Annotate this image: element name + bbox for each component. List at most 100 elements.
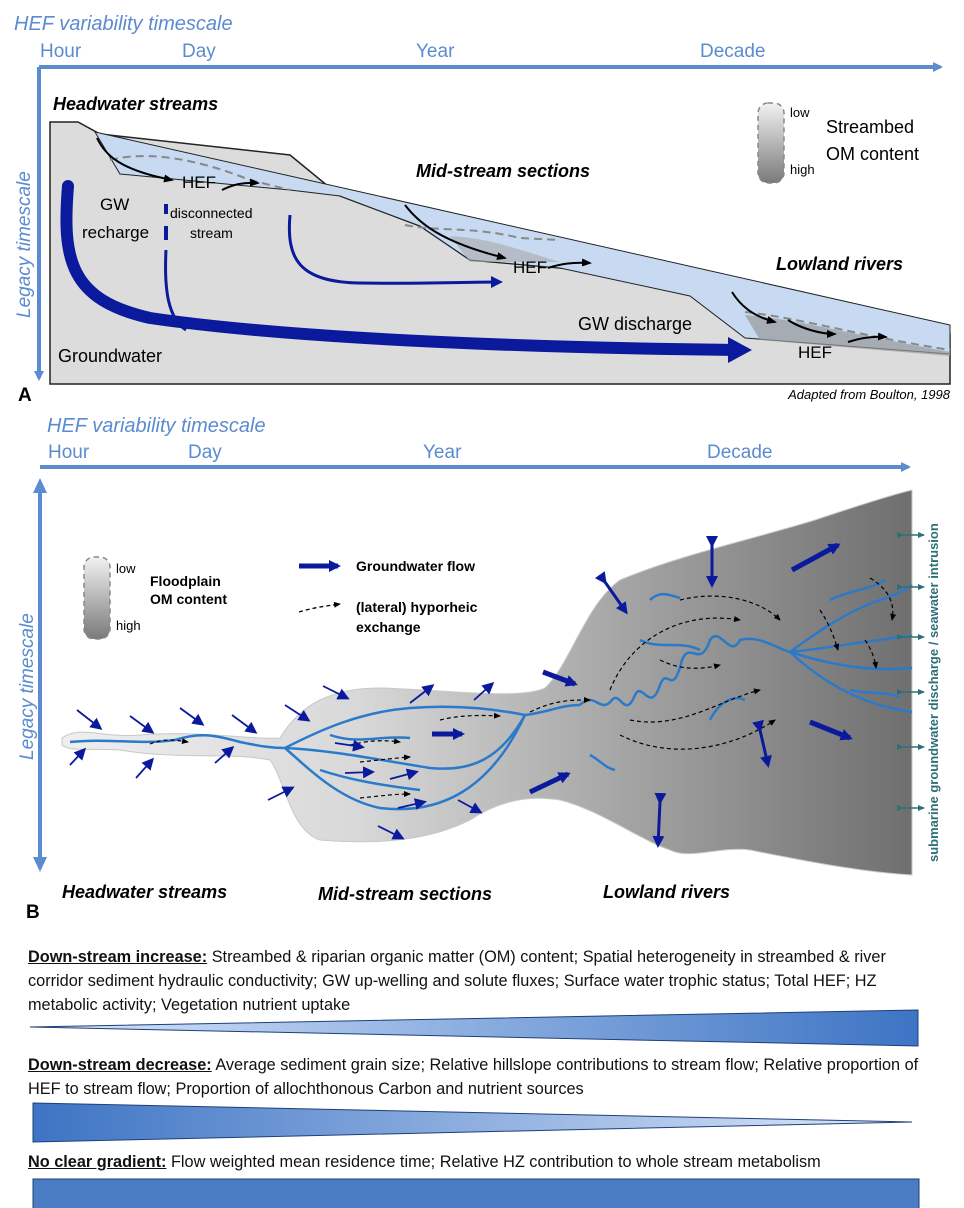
- gw-thin-10: [322, 685, 350, 700]
- legend-a-high: high: [790, 162, 815, 177]
- gradient-increase-text: Down-stream increase: Streambed & ripari…: [28, 945, 943, 1017]
- hef-arrow-3b: [787, 319, 837, 338]
- streambed-om-headwater: [109, 155, 291, 191]
- gw-thin-12: [344, 766, 375, 779]
- gw-thin-11: [334, 739, 365, 752]
- panel-a-y-axis-title: Legacy timescale: [14, 171, 35, 318]
- lowland-oxbow-3: [589, 753, 616, 772]
- legend-a-title-1: Streambed: [826, 117, 914, 137]
- hyporheic-arrow-6: [529, 697, 591, 713]
- gw-thin-8: [284, 704, 311, 722]
- panel-b-x-axis-title: HEF variability timescale: [47, 415, 266, 437]
- gw-thin-13: [377, 825, 405, 840]
- gw-thin-4: [135, 757, 154, 779]
- label-disconnected: disconnected: [170, 205, 253, 221]
- gradient-decrease-text: Down-stream decrease: Average sediment g…: [28, 1053, 943, 1101]
- mid-channel-braid-1: [329, 733, 411, 741]
- gw-thick-2: [542, 669, 578, 687]
- streambed-om-midstream: [404, 224, 561, 241]
- hyporheic-arrow-14: [869, 577, 897, 621]
- hyporheic-arrow-12: [819, 609, 840, 651]
- hyporheic-arrow-11: [659, 659, 721, 670]
- panel-b: HEF variability timescale Hour Day Year …: [17, 415, 941, 923]
- groundwater-main-flow: [60, 180, 744, 356]
- coastal-exchange-arrows: [897, 532, 925, 811]
- stream-network: [69, 578, 913, 811]
- panel-a-letter: A: [18, 385, 32, 406]
- legend-b-high: high: [116, 618, 141, 633]
- streambed-om-fill-midstream: [450, 236, 560, 262]
- gw-inflow-thick-arrows: [432, 542, 853, 795]
- gradient-increase-body: Streambed & riparian organic matter (OM)…: [28, 948, 886, 1014]
- panel-a-x-axis-title: HEF variability timescale: [14, 13, 233, 35]
- panel-b-y-axis-arrow-up: [33, 478, 47, 493]
- panel-b-letter: B: [26, 902, 40, 923]
- hyporheic-arrow-7: [609, 616, 741, 691]
- panel-a-tick-day: Day: [182, 41, 216, 62]
- gw-thin-15: [389, 768, 419, 781]
- label-headwater-streams-b: Headwater streams: [62, 882, 227, 902]
- mid-channel-middle: [284, 714, 527, 770]
- panel-b-y-axis-title: Legacy timescale: [17, 613, 38, 760]
- hef-arrow-2b: [547, 258, 592, 269]
- gw-bidir-4: [652, 792, 667, 848]
- gw-thin-7: [231, 714, 258, 734]
- gw-thick-3: [528, 771, 571, 795]
- gw-thin-3: [129, 715, 155, 734]
- label-hef-3: HEF: [798, 343, 832, 362]
- gw-thin-9: [267, 786, 295, 801]
- panel-a-credit: Adapted from Boulton, 1998: [787, 387, 951, 402]
- mid-channel-braid-2: [319, 768, 421, 792]
- confluence-channel: [524, 703, 581, 717]
- gw-thin-1: [76, 709, 103, 730]
- delta-distributary-3: [789, 650, 913, 671]
- gw-thin-18: [473, 682, 495, 701]
- delta-distributary-1: [789, 583, 913, 654]
- lowland-oxbow-1: [649, 592, 681, 601]
- gradient-decrease-heading: Down-stream decrease:: [28, 1056, 212, 1074]
- label-headwater-streams-a: Headwater streams: [53, 94, 218, 114]
- gradient-decrease-wedge: [32, 1102, 913, 1143]
- label-lowland-b: Lowland rivers: [603, 882, 730, 902]
- label-lowland-a: Lowland rivers: [776, 254, 903, 274]
- panel-b-tick-day: Day: [188, 442, 222, 463]
- panel-b-y-axis-arrow-down: [33, 857, 47, 872]
- panel-a-tick-decade: Decade: [700, 41, 766, 62]
- gw-bidir-3: [752, 719, 772, 768]
- hyporheic-arrow-1: [149, 738, 189, 745]
- legend-a-low: low: [790, 105, 810, 120]
- gradient-constant-text: No clear gradient: Flow weighted mean re…: [28, 1150, 943, 1174]
- panel-a: HEF variability timescale Hour Day Year …: [14, 13, 951, 406]
- coastal-side-label: submarine groundwater discharge / seawat…: [926, 523, 941, 862]
- hef-arrow-3c: [847, 332, 888, 343]
- hef-arrow-1b: [221, 178, 260, 191]
- legend-b-om-title-2: OM content: [150, 591, 227, 607]
- delta-distributary-4: [789, 651, 913, 714]
- gw-thin-5: [179, 707, 205, 726]
- headwater-channel: [69, 733, 286, 750]
- gw-thin-6: [214, 746, 235, 764]
- gradient-constant-heading: No clear gradient:: [28, 1153, 167, 1171]
- gw-thick-4: [790, 542, 841, 573]
- label-gw: GW: [100, 195, 129, 214]
- gradient-decrease-body: Average sediment grain size; Relative hi…: [28, 1056, 919, 1098]
- hyporheic-arrow-9: [679, 595, 781, 621]
- hyporheic-arrow-5: [439, 712, 501, 721]
- gw-thin-16: [397, 798, 427, 810]
- label-midstream-b: Mid-stream sections: [318, 884, 492, 904]
- hef-arrow-3a: [731, 291, 777, 324]
- label-stream: stream: [190, 225, 233, 241]
- gradient-constant-bar: [32, 1178, 920, 1208]
- label-hef-1: HEF: [182, 173, 216, 192]
- legend-hyporheic-label-2: exchange: [356, 619, 421, 635]
- hef-arrow-1a: [96, 137, 174, 183]
- gw-inflow-thin-arrows: [69, 682, 495, 840]
- panel-b-tick-decade: Decade: [707, 442, 773, 463]
- lowland-side-channel: [639, 638, 701, 652]
- label-groundwater: Groundwater: [58, 346, 162, 366]
- streambed-om-legend-swatch: [757, 102, 785, 184]
- gradient-constant-body: Flow weighted mean residence time; Relat…: [166, 1153, 821, 1171]
- floodplain-om-legend-swatch: [83, 556, 111, 640]
- floodplain-corridor: [61, 489, 913, 876]
